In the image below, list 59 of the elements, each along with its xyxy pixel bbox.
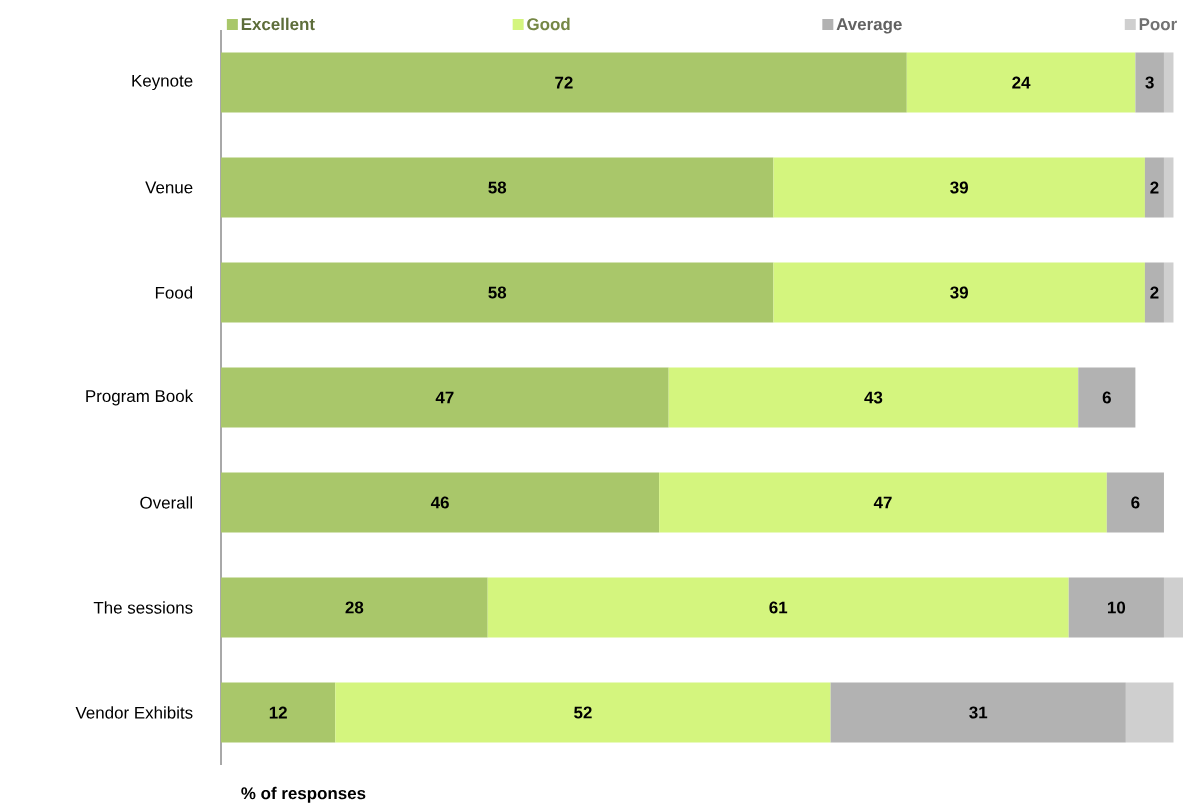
bar: [1125, 682, 1174, 743]
bar: [1163, 262, 1174, 323]
bar: [1163, 52, 1174, 113]
data-label: 47: [435, 391, 454, 404]
legend-label: Average: [836, 18, 902, 34]
data-label: 3: [1145, 76, 1154, 89]
bar: [1163, 577, 1184, 638]
bar: [221, 52, 907, 113]
bar: [487, 577, 1069, 638]
data-label: 28: [345, 601, 364, 614]
data-label: 39: [950, 286, 968, 299]
legend-label: Poor: [1139, 18, 1177, 31]
data-label: 2: [1150, 181, 1159, 194]
bar: [335, 682, 831, 743]
bar: [221, 157, 774, 218]
data-label: 24: [1012, 76, 1031, 89]
data-label: 31: [969, 706, 988, 719]
data-label: 43: [864, 391, 883, 404]
x-axis-title: % of responses: [241, 786, 366, 803]
data-label: 72: [555, 76, 573, 89]
data-label: 58: [488, 286, 507, 299]
legend-label: Excellent: [241, 17, 315, 31]
bar: [830, 682, 1126, 743]
y-tick-label: Vendor Exhibits: [75, 706, 193, 719]
data-label: 6: [1131, 496, 1140, 509]
y-tick-label: Venue: [145, 181, 193, 194]
bar: [1068, 577, 1164, 638]
bar: [221, 367, 669, 428]
data-label: 10: [1107, 601, 1126, 614]
bar: [1106, 472, 1164, 533]
bar: [1144, 262, 1164, 323]
data-label: 46: [430, 496, 449, 509]
y-tick-label: Keynote: [132, 74, 193, 91]
legend-label: Good: [527, 17, 570, 31]
bar: [221, 262, 774, 323]
y-tick-label: The sessions: [93, 601, 193, 614]
data-label: 12: [269, 706, 287, 719]
data-label: 52: [574, 706, 592, 719]
bar: [659, 472, 1107, 533]
bar: [1144, 157, 1164, 218]
bar: [221, 472, 660, 533]
bar: [906, 52, 1136, 113]
data-label: 6: [1102, 391, 1111, 404]
bar: [668, 367, 1079, 428]
data-label: 2: [1150, 286, 1159, 299]
bar: [1135, 52, 1164, 113]
y-tick-label: Food: [155, 286, 193, 299]
bar: [221, 577, 488, 638]
bar: [773, 157, 1145, 218]
bar: [221, 682, 336, 743]
data-label: 58: [488, 181, 507, 194]
bar: [1163, 157, 1174, 218]
y-tick-label: Program Book: [86, 389, 194, 406]
data-label: 47: [873, 496, 892, 509]
data-label: 39: [950, 181, 968, 194]
data-label: 61: [769, 601, 788, 614]
y-tick-label: Overall: [140, 496, 193, 509]
bar: [773, 262, 1145, 323]
bar: [1078, 367, 1136, 428]
